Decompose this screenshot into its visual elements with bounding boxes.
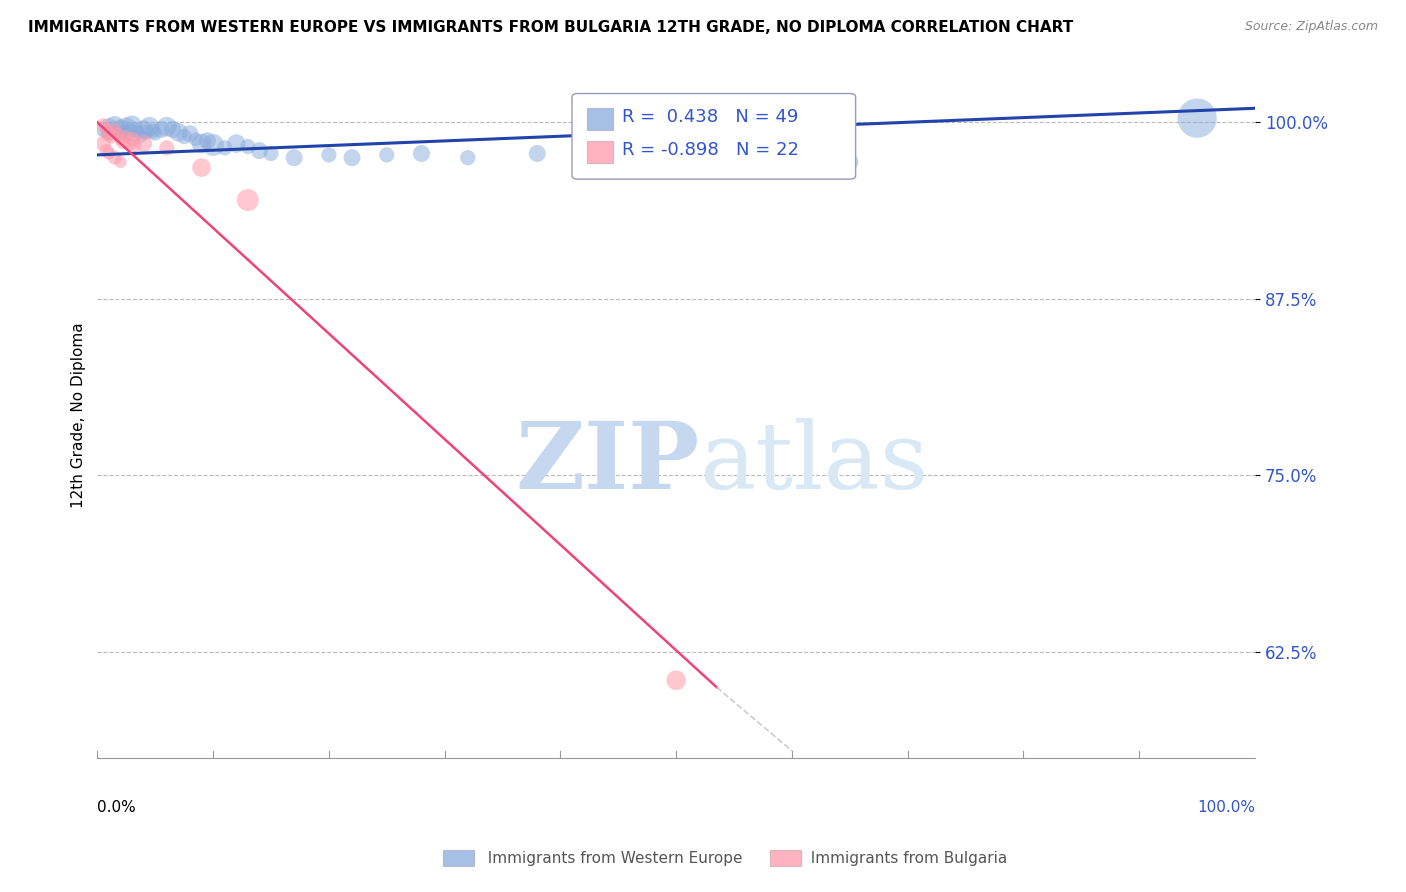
Point — [96, 127, 118, 141]
Point — [118, 124, 141, 138]
Point — [838, 155, 860, 169]
Point — [804, 151, 827, 165]
Point — [91, 136, 114, 151]
Point — [96, 122, 118, 136]
Point — [641, 155, 664, 169]
Point — [110, 155, 132, 169]
Text: Immigrants from Western Europe: Immigrants from Western Europe — [478, 851, 742, 865]
Bar — [443, 850, 474, 866]
Point — [121, 132, 143, 146]
Point — [375, 148, 398, 162]
Text: IMMIGRANTS FROM WESTERN EUROPE VS IMMIGRANTS FROM BULGARIA 12TH GRADE, NO DIPLOM: IMMIGRANTS FROM WESTERN EUROPE VS IMMIGR… — [28, 20, 1073, 35]
Point — [162, 122, 184, 136]
Point — [143, 127, 166, 141]
Point — [665, 673, 688, 688]
Point — [100, 122, 122, 136]
Point — [96, 144, 118, 158]
Point — [526, 146, 548, 161]
Point — [457, 151, 479, 165]
Point — [179, 127, 201, 141]
Point — [156, 141, 179, 155]
Y-axis label: 12th Grade, No Diploma: 12th Grade, No Diploma — [72, 323, 86, 508]
Point — [236, 139, 259, 153]
Point — [104, 118, 127, 132]
Text: ZIP: ZIP — [515, 418, 699, 508]
Point — [318, 148, 340, 162]
Point — [105, 127, 128, 141]
Point — [758, 146, 780, 161]
Point — [184, 132, 207, 146]
Point — [100, 129, 122, 144]
Point — [132, 136, 155, 151]
Point — [111, 135, 134, 149]
Point — [700, 151, 723, 165]
Point — [107, 127, 129, 141]
Point — [127, 125, 149, 139]
Text: Source: ZipAtlas.com: Source: ZipAtlas.com — [1244, 20, 1378, 33]
Point — [91, 122, 114, 136]
Text: atlas: atlas — [699, 418, 928, 508]
Point — [110, 132, 132, 146]
Point — [115, 120, 138, 134]
Point — [138, 120, 160, 134]
Text: 100.0%: 100.0% — [1197, 799, 1256, 814]
Point — [97, 127, 120, 141]
Point — [104, 151, 127, 165]
Point — [97, 120, 120, 134]
Point — [132, 122, 155, 136]
Point — [173, 129, 195, 144]
Text: 0.0%: 0.0% — [97, 799, 136, 814]
Point — [190, 136, 212, 151]
Point — [104, 122, 127, 136]
Point — [121, 118, 143, 132]
Point — [283, 151, 305, 165]
Text: R =  0.438   N = 49: R = 0.438 N = 49 — [621, 109, 799, 127]
Point — [583, 151, 606, 165]
Point — [110, 121, 132, 136]
Point — [1185, 111, 1208, 125]
Point — [190, 161, 212, 175]
Point — [156, 120, 179, 134]
Point — [142, 124, 165, 138]
Point — [124, 138, 146, 153]
Point — [214, 141, 236, 155]
Point — [411, 146, 433, 161]
Point — [115, 129, 138, 144]
Point — [260, 146, 283, 161]
Point — [91, 118, 114, 132]
Bar — [588, 108, 613, 130]
Text: Immigrants from Bulgaria: Immigrants from Bulgaria — [801, 851, 1008, 865]
Point — [236, 193, 259, 207]
Bar — [770, 850, 801, 866]
Point — [167, 125, 190, 139]
Point — [118, 136, 141, 151]
Point — [202, 138, 225, 153]
Point — [249, 144, 271, 158]
Point — [195, 134, 218, 148]
Point — [111, 125, 134, 139]
Point — [225, 136, 247, 151]
Point — [150, 122, 173, 136]
Point — [135, 125, 157, 139]
Point — [97, 146, 120, 161]
Text: R = -0.898   N = 22: R = -0.898 N = 22 — [621, 141, 799, 160]
FancyBboxPatch shape — [572, 94, 856, 179]
Point — [124, 122, 146, 136]
Point — [340, 151, 363, 165]
Point — [131, 129, 153, 144]
Point — [105, 124, 128, 138]
Bar — [588, 141, 613, 162]
